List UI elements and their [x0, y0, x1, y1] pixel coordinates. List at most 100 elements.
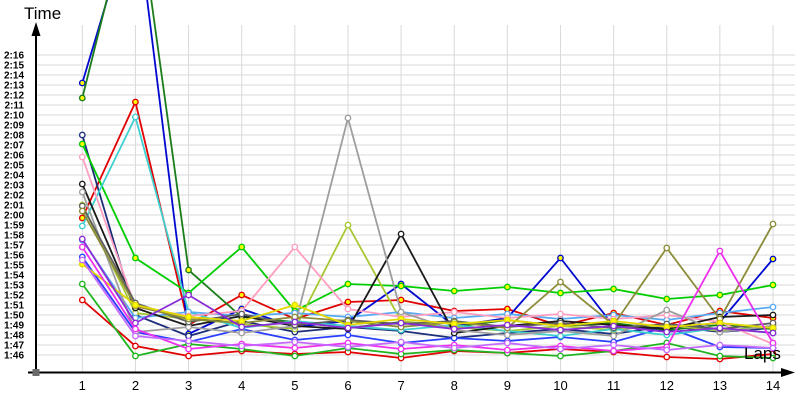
data-point: [716, 291, 724, 299]
data-point: [78, 243, 86, 251]
data-point: [769, 303, 777, 311]
data-point: [132, 98, 139, 106]
data-point: [78, 235, 86, 243]
data-point: [610, 322, 617, 330]
data-point: [557, 278, 564, 286]
data-point: [78, 131, 86, 139]
y-tick-label: 1:50: [4, 311, 24, 322]
data-point: [185, 291, 192, 299]
data-point: [450, 308, 458, 316]
data-point: [78, 79, 86, 87]
series-line-cyan: [81, 114, 774, 337]
data-point: [557, 289, 564, 297]
series-line-green-2: [81, 283, 774, 359]
data-point: [132, 113, 139, 121]
data-point: [769, 311, 777, 319]
y-tick-label: 2:06: [4, 151, 24, 162]
x-axis-title: Laps: [744, 344, 781, 363]
y-tick-label: 2:04: [4, 171, 24, 182]
data-point: [132, 254, 139, 262]
data-point: [663, 346, 671, 354]
data-point: [132, 332, 139, 340]
data-point: [291, 338, 299, 346]
x-tick-label: 4: [238, 378, 245, 393]
data-point: [503, 283, 511, 291]
data-point: [238, 317, 246, 325]
data-point: [291, 318, 299, 326]
series-line-pink: [81, 156, 774, 345]
data-point: [78, 188, 86, 196]
data-point: [769, 220, 777, 228]
series-line-olive: [81, 210, 774, 329]
data-point: [503, 331, 511, 339]
data-point: [450, 287, 458, 295]
x-tick-label: 12: [659, 378, 673, 393]
y-tick-label: 2:07: [4, 141, 24, 152]
data-point: [185, 266, 192, 274]
y-tick-labels: 2:162:152:142:132:122:112:102:092:082:07…: [4, 51, 24, 362]
data-point: [78, 180, 86, 188]
data-point: [610, 347, 617, 355]
series-sky-blue: [78, 236, 777, 324]
data-point: [344, 280, 352, 288]
data-point: [344, 331, 352, 339]
y-tick-label: 2:00: [4, 211, 24, 222]
data-point: [610, 341, 617, 349]
series-line-violet: [81, 259, 774, 351]
data-point: [238, 243, 246, 251]
x-tick-label: 10: [553, 378, 567, 393]
series-line-purple: [81, 238, 774, 334]
data-point: [769, 255, 777, 263]
x-tick-label: 1: [79, 378, 86, 393]
x-tick-label: 8: [451, 378, 458, 393]
y-tick-label: 1:54: [4, 271, 24, 282]
data-point: [78, 94, 86, 102]
data-point: [663, 295, 671, 303]
data-point: [716, 352, 724, 360]
data-point: [344, 298, 352, 306]
series-line-black: [81, 183, 774, 334]
y-tick-label: 2:16: [4, 51, 24, 62]
data-point: [716, 341, 724, 349]
y-tick-label: 1:55: [4, 261, 24, 272]
y-tick-label: 1:47: [4, 341, 24, 352]
series-line-navy: [81, 134, 774, 339]
data-point: [78, 153, 86, 161]
data-point: [291, 301, 299, 309]
series-group: [78, 0, 777, 363]
x-tick-label: 5: [291, 378, 298, 393]
data-point: [503, 321, 511, 329]
y-tick-label: 1:49: [4, 321, 24, 332]
y-tick-label: 2:10: [4, 111, 24, 122]
data-point: [397, 319, 405, 327]
data-point: [291, 344, 299, 352]
x-tick-label: 14: [766, 378, 780, 393]
data-point: [769, 281, 777, 289]
data-point: [238, 291, 246, 299]
y-tick-label: 2:09: [4, 121, 24, 132]
y-tick-label: 1:52: [4, 291, 24, 302]
data-point: [344, 343, 352, 351]
data-point: [716, 247, 724, 255]
series-line-magenta: [81, 246, 774, 352]
data-point: [450, 344, 458, 352]
y-tick-label: 2:12: [4, 91, 24, 102]
y-tick-label: 1:48: [4, 331, 24, 342]
x-tick-label: 3: [185, 378, 192, 393]
data-point: [610, 332, 617, 340]
y-tick-label: 1:57: [4, 241, 24, 252]
data-point: [238, 323, 246, 331]
y-axis-arrow-icon: [31, 22, 41, 36]
series-line-green: [81, 143, 774, 313]
y-tick-label: 1:53: [4, 281, 24, 292]
data-point: [344, 305, 352, 313]
x-tick-label: 2: [132, 378, 139, 393]
data-point: [769, 344, 777, 352]
data-point: [397, 230, 405, 238]
data-point: [450, 325, 458, 333]
data-point: [663, 328, 671, 336]
data-point: [78, 207, 86, 215]
data-point: [610, 285, 617, 293]
